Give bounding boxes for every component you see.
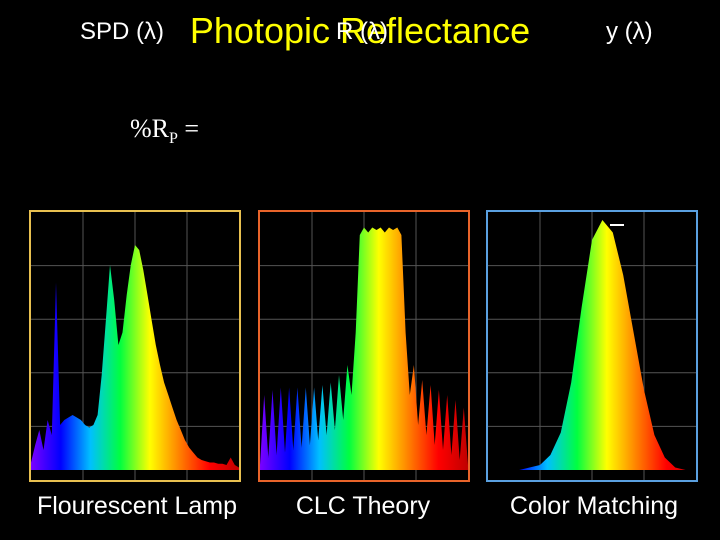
spd-chart [31, 212, 239, 480]
reflectance-label: R (λ) [336, 18, 388, 45]
reflectance-chart-panel [258, 210, 470, 482]
color-matching-label: y (λ) [606, 18, 653, 45]
y-overbar [610, 224, 624, 226]
slide-title: Photopic Reflectance [189, 10, 531, 51]
reflectance-caption: CLC Theory [295, 492, 431, 520]
formula-main: %R [130, 114, 169, 143]
reflectance-chart [260, 212, 468, 480]
spd-chart-panel [29, 210, 241, 482]
formula: %RP = [130, 114, 199, 148]
color-matching-area [488, 220, 696, 470]
spd-label: SPD (λ) [80, 18, 164, 45]
color-matching-caption: Color Matching [509, 492, 679, 520]
formula-subscript: P [169, 130, 178, 148]
formula-tail: = [177, 114, 200, 143]
reflectance-area [260, 227, 468, 470]
spd-caption: Flourescent Lamp [36, 492, 238, 520]
color-matching-chart [488, 212, 696, 480]
color-matching-chart-panel [486, 210, 698, 482]
spd-area [31, 245, 239, 470]
